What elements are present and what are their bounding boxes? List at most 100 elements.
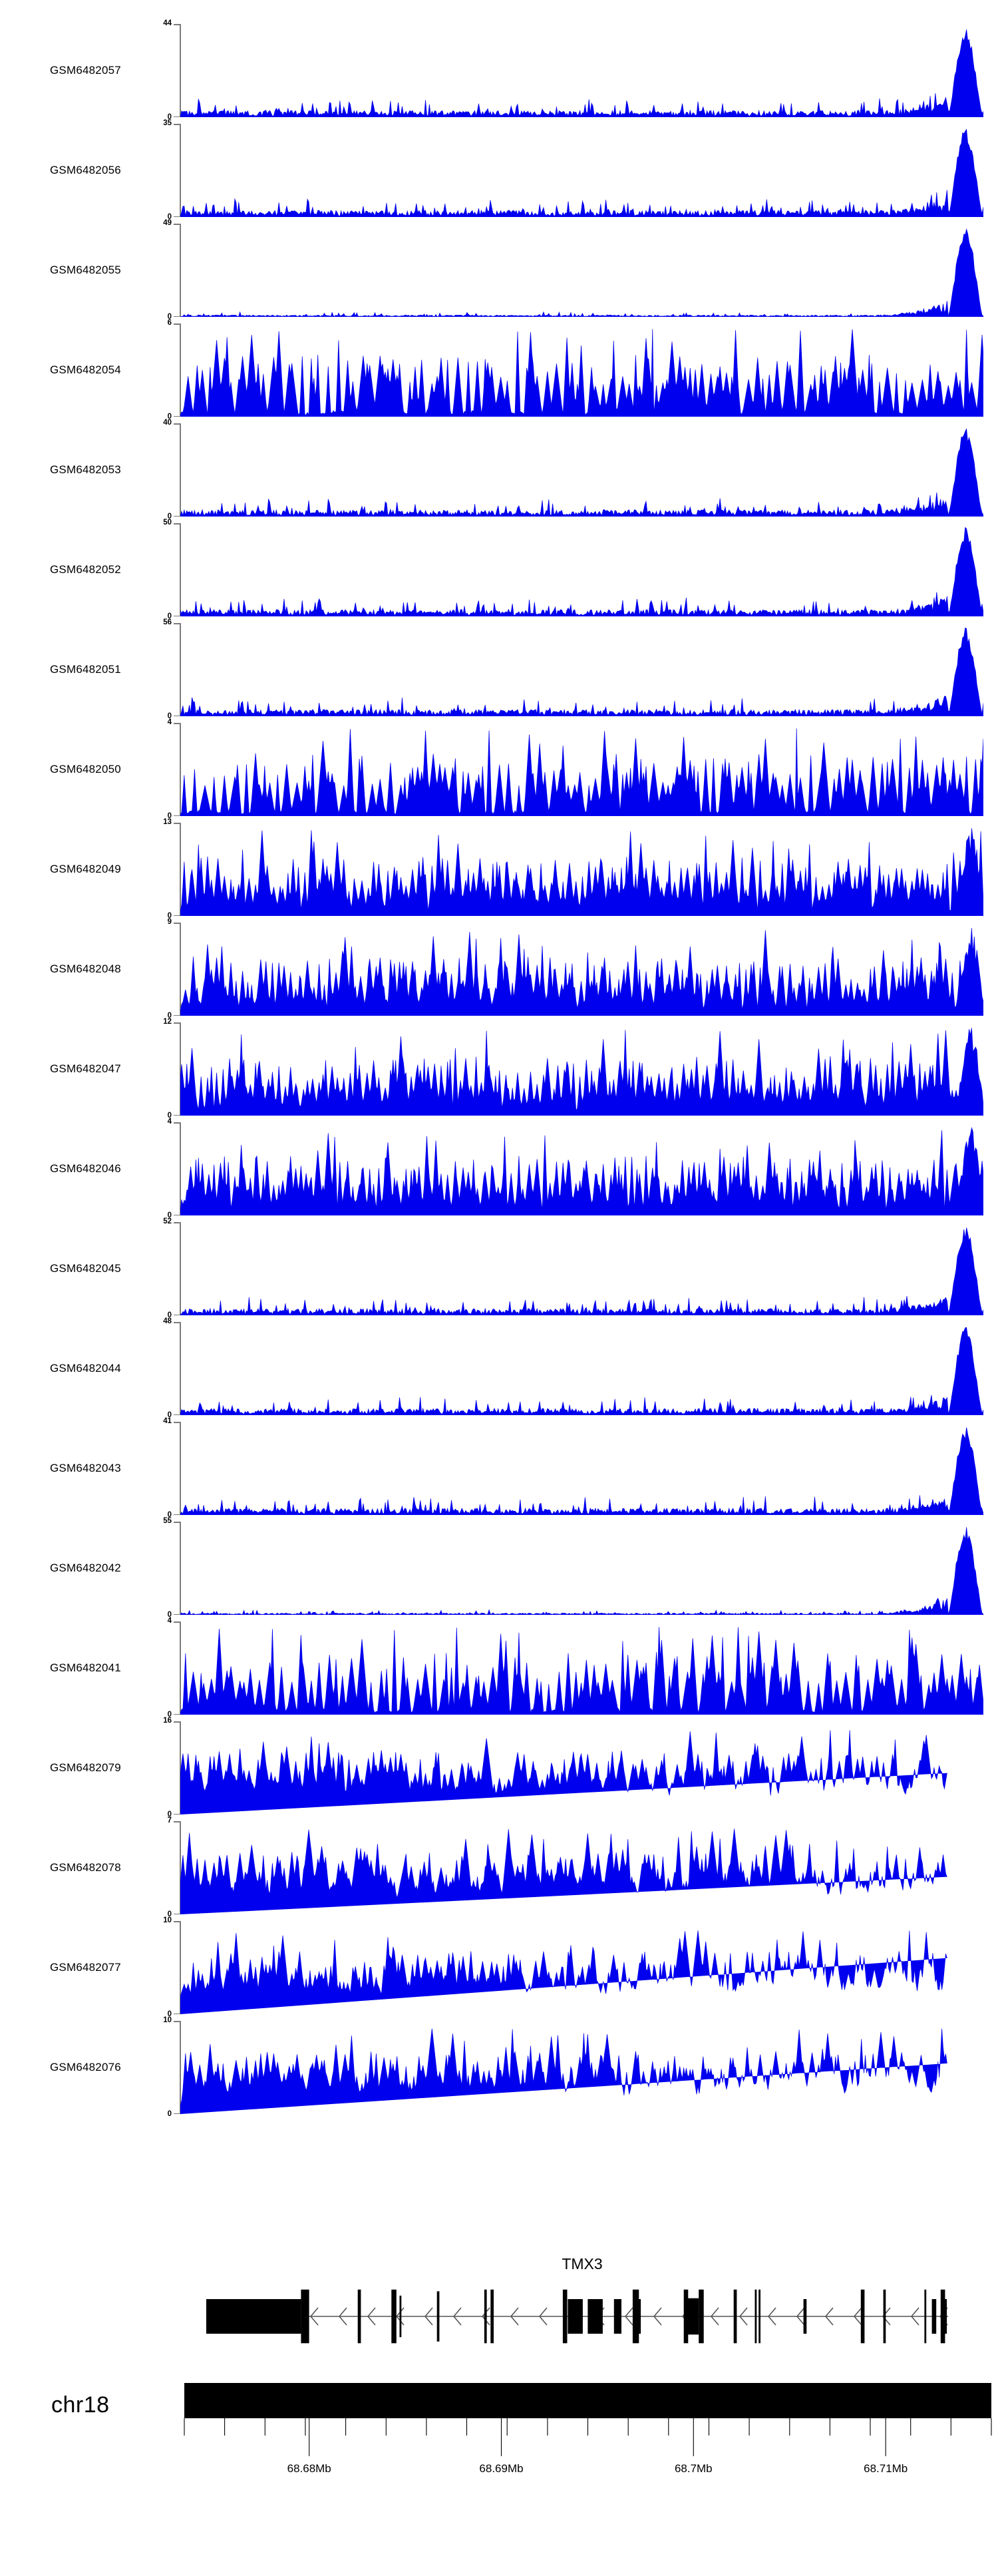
coverage-track: GSM6482044 48 0 xyxy=(0,1317,998,1418)
coverage-plot-area[interactable] xyxy=(180,124,983,217)
coverage-track: GSM6482046 4 0 xyxy=(0,1118,998,1219)
y-axis-tick-max xyxy=(174,1022,180,1024)
y-axis-max-label: 44 xyxy=(163,19,172,27)
coverage-plot-area[interactable] xyxy=(180,1621,983,1715)
y-axis-tick-max xyxy=(174,1522,180,1523)
track-sample-label: GSM6482050 xyxy=(50,763,121,775)
y-axis-tick-min xyxy=(174,715,180,716)
y-axis-tick-min xyxy=(174,1214,180,1215)
y-axis-tick-max xyxy=(174,1921,180,1922)
coverage-plot-area[interactable] xyxy=(180,24,983,117)
track-sample-label: GSM6482051 xyxy=(50,663,121,676)
coverage-track: GSM6482049 13 0 xyxy=(0,818,998,919)
y-axis-tick-min xyxy=(174,116,180,117)
coverage-plot-area[interactable] xyxy=(180,923,983,1016)
y-axis-line xyxy=(180,1821,181,1914)
track-sample-label: GSM6482044 xyxy=(50,1362,121,1375)
track-sample-label: GSM6482049 xyxy=(50,863,121,875)
coordinate-axis-svg: 68.68Mb 68.69Mb 68.7Mb 68.71Mb xyxy=(184,2418,992,2475)
chromosome-ideogram-bar xyxy=(184,2383,991,2418)
y-axis-tick-min xyxy=(174,1314,180,1315)
coverage-plot-area[interactable] xyxy=(180,423,983,517)
y-axis-line xyxy=(180,1422,181,1515)
chromosome-label: chr18 xyxy=(51,2392,110,2418)
y-axis-min-label: 0 xyxy=(167,1111,172,1120)
track-sample-label: GSM6482077 xyxy=(50,1961,121,1974)
svg-text:68.69Mb: 68.69Mb xyxy=(479,2462,523,2475)
y-axis-tick-min xyxy=(174,2013,180,2014)
y-axis-line xyxy=(180,1222,181,1315)
coverage-plot-area[interactable] xyxy=(180,1122,983,1215)
y-axis-tick-max xyxy=(174,24,180,25)
y-axis-tick-min xyxy=(174,1813,180,1815)
coverage-plot-area[interactable] xyxy=(180,1322,983,1415)
chromosome-axis-panel: chr18 68.68Mb 68.69Mb 68.7Mb 68.71Mb xyxy=(0,2374,998,2493)
y-axis-line xyxy=(180,1322,181,1415)
y-axis-line xyxy=(180,723,181,816)
y-axis-max-label: 9 xyxy=(167,918,172,926)
track-sample-label: GSM6482078 xyxy=(50,1861,121,1874)
y-axis-line xyxy=(180,124,181,217)
y-axis-min-label: 0 xyxy=(167,1910,172,1918)
y-axis-min-label: 0 xyxy=(167,1311,172,1319)
coverage-track: GSM6482078 7 0 xyxy=(0,1817,998,1918)
coverage-plot-area[interactable] xyxy=(180,1222,983,1315)
coverage-plot-area[interactable] xyxy=(180,1022,983,1116)
y-axis-tick-max xyxy=(174,923,180,924)
coverage-plot-area[interactable] xyxy=(180,523,983,616)
y-axis-min-label: 0 xyxy=(167,2109,172,2118)
y-axis-tick-max xyxy=(174,224,180,225)
y-axis-tick-max xyxy=(174,423,180,425)
coverage-track: GSM6482041 4 0 xyxy=(0,1617,998,1718)
y-axis-tick-max xyxy=(174,523,180,525)
coverage-plot-area[interactable] xyxy=(180,323,983,417)
y-axis-tick-max xyxy=(174,1422,180,1423)
coverage-plot-area[interactable] xyxy=(180,723,983,816)
y-axis-min-label: 0 xyxy=(167,811,172,820)
coverage-plot-area[interactable] xyxy=(180,1422,983,1515)
y-axis-line xyxy=(180,823,181,916)
y-axis-tick-max xyxy=(174,623,180,624)
y-axis-tick-min xyxy=(174,1713,180,1715)
coverage-track: GSM6482043 41 0 xyxy=(0,1417,998,1518)
coverage-plot-area[interactable] xyxy=(180,823,983,916)
y-axis-tick-min xyxy=(174,1913,180,1914)
y-axis-line xyxy=(180,423,181,517)
y-axis-max-label: 4 xyxy=(167,1617,172,1625)
y-axis-line xyxy=(180,523,181,616)
y-axis-tick-min xyxy=(174,1114,180,1116)
y-axis-max-label: 4 xyxy=(167,718,172,726)
y-axis-line xyxy=(180,623,181,716)
y-axis-tick-min xyxy=(174,915,180,916)
y-axis-line xyxy=(180,224,181,317)
coverage-track: GSM6482045 52 0 xyxy=(0,1217,998,1319)
y-axis-min-label: 0 xyxy=(167,911,172,920)
y-axis-max-label: 40 xyxy=(163,419,172,427)
coverage-plot-area[interactable] xyxy=(180,1921,983,2014)
y-axis-tick-max xyxy=(174,1621,180,1623)
y-axis-line xyxy=(180,1621,181,1715)
y-axis-tick-max xyxy=(174,1322,180,1323)
y-axis-tick-max xyxy=(174,723,180,724)
gene-name-label: TMX3 xyxy=(562,2255,603,2272)
y-axis-tick-max xyxy=(174,1821,180,1823)
track-sample-label: GSM6482079 xyxy=(50,1761,121,1774)
y-axis-tick-min xyxy=(174,615,180,616)
y-axis-line xyxy=(180,1721,181,1815)
coverage-plot-area[interactable] xyxy=(180,1721,983,1815)
track-sample-label: GSM6482054 xyxy=(50,363,121,376)
y-axis-tick-min xyxy=(174,515,180,517)
y-axis-min-label: 0 xyxy=(167,112,172,121)
coverage-plot-area[interactable] xyxy=(180,2021,983,2114)
coverage-plot-area[interactable] xyxy=(180,1522,983,1615)
y-axis-min-label: 0 xyxy=(167,2010,172,2018)
y-axis-max-label: 10 xyxy=(163,2016,172,2024)
coverage-plot-area[interactable] xyxy=(180,224,983,317)
y-axis-tick-min xyxy=(174,1514,180,1515)
coverage-plot-area[interactable] xyxy=(180,1821,983,1914)
y-axis-tick-min xyxy=(174,1414,180,1415)
coverage-plot-area[interactable] xyxy=(180,623,983,716)
y-axis-line xyxy=(180,1921,181,2014)
y-axis-max-label: 16 xyxy=(163,1717,172,1725)
coverage-track: GSM6482079 16 0 xyxy=(0,1717,998,1818)
